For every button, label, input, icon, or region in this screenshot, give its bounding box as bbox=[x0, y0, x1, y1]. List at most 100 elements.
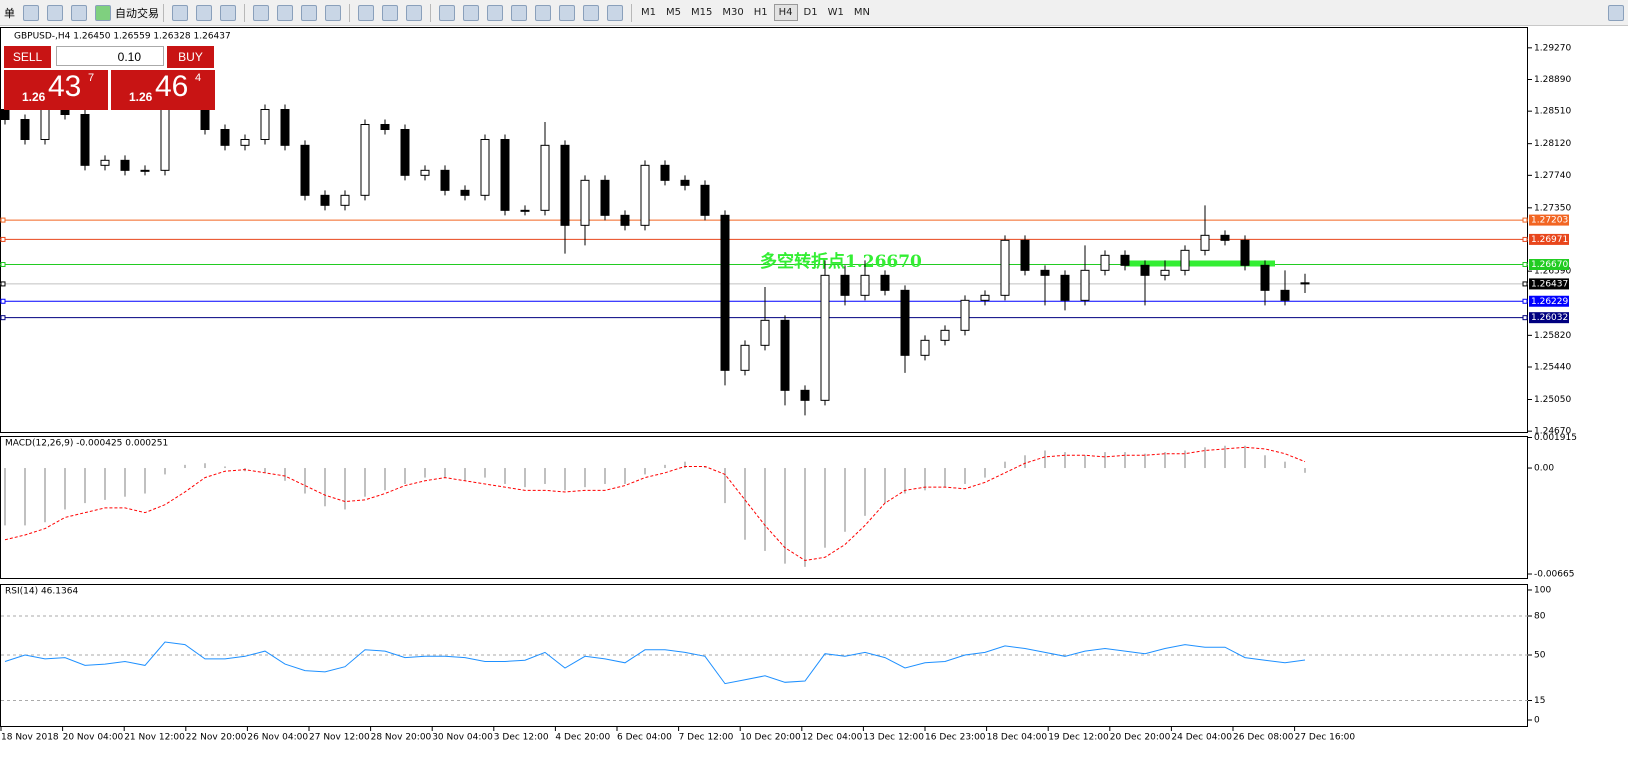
toolbar-icon[interactable] bbox=[559, 4, 575, 21]
sell-button[interactable]: SELL bbox=[4, 46, 51, 68]
rsi-title: RSI(14) 46.1364 bbox=[5, 587, 78, 597]
toolbar-icon[interactable] bbox=[583, 4, 599, 21]
timeframe-button[interactable]: M15 bbox=[691, 7, 713, 18]
x-tick-label: 7 Dec 12:00 bbox=[679, 733, 734, 743]
candle-body bbox=[1040, 269, 1050, 276]
toolbar-icon[interactable] bbox=[47, 4, 63, 21]
candle-body bbox=[140, 169, 150, 172]
candle-body bbox=[1160, 269, 1170, 276]
lot-input[interactable]: 0.10 bbox=[56, 46, 164, 66]
level-handle bbox=[0, 315, 6, 321]
y-tick-label: 1.28120 bbox=[1534, 139, 1571, 149]
timeframe-button[interactable]: M1 bbox=[641, 7, 656, 18]
buy-button[interactable]: BUY bbox=[167, 46, 214, 68]
x-tick-label: 26 Dec 08:00 bbox=[1233, 733, 1294, 743]
y-tick-label: 0.001915 bbox=[1534, 433, 1577, 443]
toolbar-icon[interactable] bbox=[196, 4, 212, 21]
toolbar-icon[interactable] bbox=[607, 4, 623, 21]
y-tick-label: 80 bbox=[1534, 611, 1546, 621]
level-label-bg bbox=[1529, 214, 1569, 226]
candle-body bbox=[880, 274, 890, 291]
candle-body bbox=[900, 289, 910, 356]
candle-body bbox=[600, 179, 610, 216]
toolbar: 单 自动交易 M1 M5 M15 M30 H1 H4 D1 W1 MN bbox=[0, 0, 1628, 26]
y-tick-label: 100 bbox=[1534, 585, 1551, 595]
price-prefix: 1.26 bbox=[22, 90, 46, 104]
candle-body bbox=[280, 109, 290, 146]
main-frame bbox=[0, 27, 1528, 433]
toolbar-icon[interactable] bbox=[382, 4, 398, 21]
toolbar-icon[interactable] bbox=[463, 4, 479, 21]
y-tick-label: 1.28890 bbox=[1534, 75, 1571, 85]
search-icon[interactable] bbox=[1608, 4, 1624, 21]
level-label: 1.26437 bbox=[1531, 279, 1568, 289]
x-tick-label: 20 Nov 04:00 bbox=[63, 733, 124, 743]
toolbar-icon[interactable] bbox=[23, 4, 39, 21]
candle-body bbox=[120, 159, 130, 171]
x-tick-label: 13 Dec 12:00 bbox=[863, 733, 924, 743]
candle-body bbox=[740, 344, 750, 371]
timeframe-button[interactable]: M30 bbox=[722, 7, 744, 18]
candle-body bbox=[660, 164, 670, 181]
toolbar-icon[interactable] bbox=[487, 4, 503, 21]
candle-body bbox=[1020, 239, 1030, 271]
candle-body bbox=[220, 129, 230, 146]
sell-price[interactable]: 1.26 43 7 bbox=[4, 70, 108, 110]
toolbar-icon[interactable] bbox=[535, 4, 551, 21]
autotrade-button[interactable]: 自动交易 bbox=[115, 6, 159, 20]
candle-body bbox=[300, 144, 310, 196]
rsi-line bbox=[4, 641, 1306, 685]
timeframe-button[interactable]: MN bbox=[853, 7, 870, 18]
candle-body bbox=[460, 189, 470, 196]
toolbar-icon[interactable] bbox=[301, 4, 317, 21]
toolbar-icon[interactable] bbox=[253, 4, 269, 21]
x-tick-label: 4 Dec 20:00 bbox=[555, 733, 610, 743]
timeframe-button[interactable]: H4 bbox=[773, 4, 798, 21]
x-tick-label: 18 Nov 2018 bbox=[1, 733, 59, 743]
y-tick-label: 1.25440 bbox=[1534, 363, 1571, 373]
timeframe-button[interactable]: D1 bbox=[803, 7, 818, 18]
level-handle bbox=[1522, 236, 1528, 242]
x-tick-label: 6 Dec 04:00 bbox=[617, 733, 672, 743]
toolbar-icon[interactable] bbox=[71, 4, 87, 21]
candle-body bbox=[340, 194, 350, 206]
y-tick-label: 1.24670 bbox=[1534, 427, 1571, 437]
y-tick-label: 0.00 bbox=[1534, 464, 1554, 474]
buy-price[interactable]: 1.26 46 4 bbox=[111, 70, 215, 110]
x-tick-label: 24 Dec 04:00 bbox=[1171, 733, 1232, 743]
candle-body bbox=[20, 119, 30, 140]
toolbar-icon[interactable] bbox=[172, 4, 188, 21]
menu-fragment[interactable]: 单 bbox=[4, 6, 15, 20]
autotrade-icon[interactable] bbox=[95, 4, 111, 21]
level-handle bbox=[1522, 217, 1528, 223]
separator bbox=[244, 3, 245, 22]
y-tick-label: 1.26590 bbox=[1534, 267, 1571, 277]
x-tick-label: 18 Dec 04:00 bbox=[987, 733, 1048, 743]
timeframe-button[interactable]: H1 bbox=[753, 7, 768, 18]
annotation: 多空转折点1.26670 bbox=[760, 251, 922, 272]
candle-body bbox=[540, 144, 550, 211]
price-big: 46 bbox=[155, 70, 189, 103]
level-label-bg bbox=[1529, 233, 1569, 245]
toolbar-icon[interactable] bbox=[406, 4, 422, 21]
candle-body bbox=[780, 319, 790, 391]
level-label: 1.27203 bbox=[1531, 216, 1568, 226]
toolbar-icon[interactable] bbox=[325, 4, 341, 21]
timeframe-button[interactable]: W1 bbox=[827, 7, 844, 18]
toolbar-icon[interactable] bbox=[277, 4, 293, 21]
level-handle bbox=[0, 281, 6, 287]
toolbar-icon[interactable] bbox=[439, 4, 455, 21]
candle-body bbox=[40, 109, 50, 140]
y-tick-label: 50 bbox=[1534, 651, 1546, 661]
toolbar-icon[interactable] bbox=[511, 4, 527, 21]
level-handle bbox=[0, 298, 6, 304]
toolbar-icon[interactable] bbox=[358, 4, 374, 21]
candle-body bbox=[960, 299, 970, 331]
toolbar-icon[interactable] bbox=[220, 4, 236, 21]
y-tick-label: 0 bbox=[1534, 716, 1540, 726]
timeframe-button[interactable]: M5 bbox=[666, 7, 681, 18]
candle-body bbox=[1280, 289, 1290, 301]
candle-body bbox=[1240, 239, 1250, 266]
